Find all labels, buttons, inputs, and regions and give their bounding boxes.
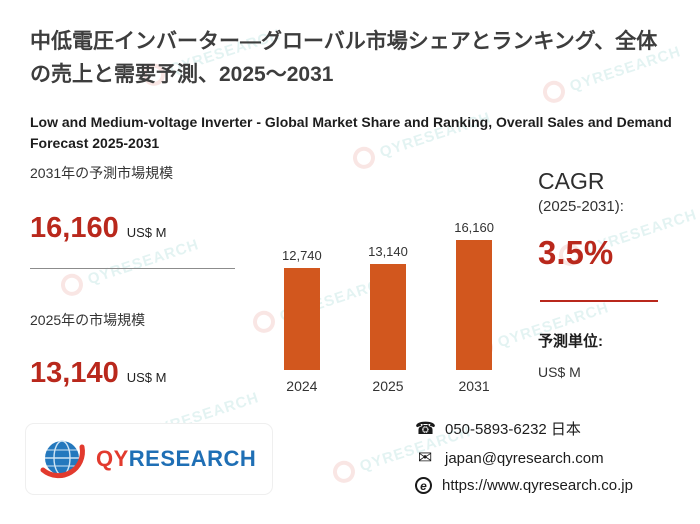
current-size-unit: US$ M bbox=[126, 370, 167, 385]
logo-text-qy: QY bbox=[96, 446, 129, 471]
bar bbox=[283, 268, 320, 370]
cagr-period: (2025-2031): bbox=[538, 198, 624, 215]
contact-email-row: ✉ japan@qyresearch.com bbox=[415, 448, 633, 468]
bar-value-label: 13,140 bbox=[368, 244, 408, 259]
qyresearch-logo: QYRESEARCH bbox=[26, 424, 273, 494]
forecast-size-value-row: 16,160 US$ M bbox=[30, 212, 166, 245]
logo-text: QYRESEARCH bbox=[96, 446, 256, 472]
title-english: Low and Medium-voltage Inverter - Global… bbox=[30, 114, 672, 151]
bar-group: 13,140 2025 bbox=[368, 244, 408, 394]
current-size-value: 13,140 bbox=[30, 357, 119, 389]
bar-value-label: 12,740 bbox=[282, 248, 322, 263]
bar bbox=[369, 264, 406, 370]
contact-website-row: e https://www.qyresearch.co.jp bbox=[415, 477, 633, 494]
contact-phone-row: ☎ 050-5893-6232 日本 bbox=[415, 418, 633, 439]
globe-icon bbox=[40, 440, 85, 479]
logo-text-research: RESEARCH bbox=[128, 446, 257, 471]
phone-icon: ☎ bbox=[415, 418, 437, 438]
cagr-underline bbox=[540, 300, 658, 302]
bar-category-label: 2025 bbox=[372, 378, 404, 394]
forecast-size-value: 16,160 bbox=[30, 212, 119, 244]
title-japanese: 中低電圧インバーター—グローバル市場シェアとランキング、全体の売上と需要予測、2… bbox=[30, 30, 658, 86]
bar-group: 12,740 2024 bbox=[282, 248, 322, 394]
web-icon: e bbox=[415, 477, 432, 494]
forecast-size-unit: US$ M bbox=[126, 225, 167, 240]
email-address[interactable]: japan@qyresearch.com bbox=[445, 449, 604, 467]
bar bbox=[456, 240, 493, 370]
watermark-ring-icon bbox=[330, 457, 358, 486]
cagr-title: CAGR bbox=[538, 168, 605, 194]
phone-number[interactable]: 050-5893-6232 日本 bbox=[445, 421, 581, 438]
contact-block: ☎ 050-5893-6232 日本 ✉ japan@qyresearch.co… bbox=[415, 418, 633, 494]
forecast-unit-label: 予測単位: bbox=[538, 333, 603, 350]
watermark-ring-icon bbox=[58, 270, 86, 299]
website-url[interactable]: https://www.qyresearch.co.jp bbox=[442, 477, 633, 494]
cagr-value: 3.5% bbox=[538, 234, 614, 271]
bar-value-label: 16,160 bbox=[454, 220, 494, 235]
forecast-size-label: 2031年の予測市場規模 bbox=[30, 165, 174, 181]
bar-category-label: 2031 bbox=[458, 378, 490, 394]
divider-line bbox=[30, 268, 235, 269]
forecast-unit-value: US$ M bbox=[538, 364, 581, 380]
current-size-value-row: 13,140 US$ M bbox=[30, 357, 166, 390]
bar-group: 16,160 2031 bbox=[454, 220, 494, 394]
current-size-label: 2025年の市場規模 bbox=[30, 312, 146, 328]
email-icon: ✉ bbox=[417, 448, 433, 467]
watermark-ring-icon bbox=[250, 307, 278, 336]
bar-chart: 12,740 2024 13,140 2025 16,160 2031 bbox=[282, 220, 494, 394]
bar-category-label: 2024 bbox=[286, 378, 318, 394]
